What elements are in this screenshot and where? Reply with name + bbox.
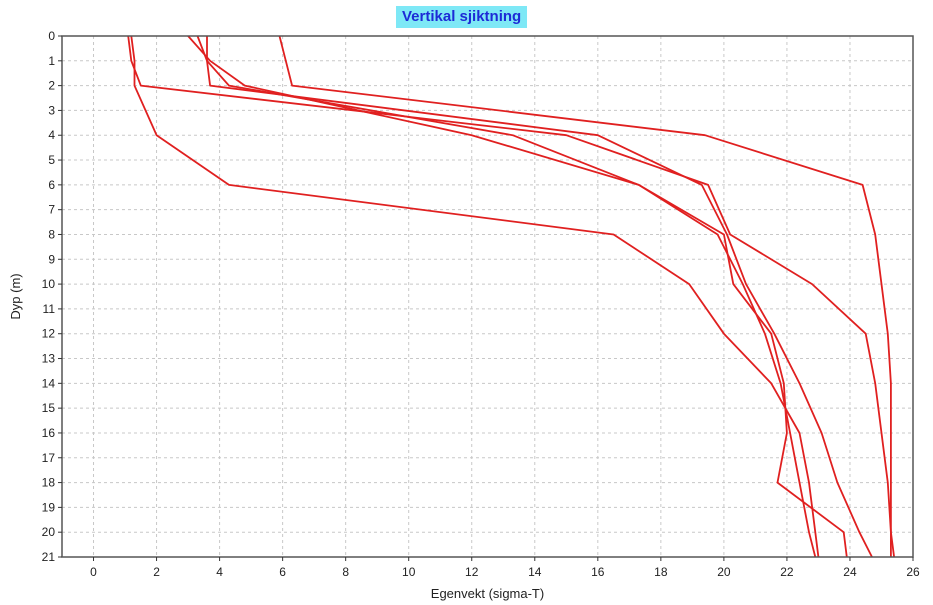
y-tick-label: 18 (42, 476, 56, 490)
y-tick-label: 7 (48, 203, 55, 217)
y-tick-label: 8 (48, 227, 55, 241)
chart-title: Vertikal sjiktning (396, 6, 528, 28)
y-tick-label: 1 (48, 54, 55, 68)
y-tick-label: 21 (42, 550, 56, 564)
y-tick-label: 19 (42, 500, 56, 514)
y-tick-label: 16 (42, 426, 56, 440)
series-line-1 (130, 35, 820, 558)
x-tick-label: 10 (402, 565, 416, 579)
x-tick-label: 24 (843, 565, 857, 579)
x-tick-label: 18 (654, 565, 668, 579)
y-tick-label: 12 (42, 327, 56, 341)
series-line-2 (127, 35, 895, 558)
y-tick-label: 10 (42, 277, 56, 291)
y-tick-label: 20 (42, 525, 56, 539)
x-tick-label: 22 (780, 565, 794, 579)
y-axis-label: Dyp (m) (8, 273, 23, 319)
x-tick-label: 4 (216, 565, 223, 579)
y-tick-label: 9 (48, 252, 55, 266)
y-tick-label: 13 (42, 352, 56, 366)
x-tick-label: 26 (906, 565, 920, 579)
x-tick-label: 16 (591, 565, 605, 579)
grid (62, 35, 914, 558)
y-tick-label: 15 (42, 401, 56, 415)
x-tick-label: 20 (717, 565, 731, 579)
series-line-3 (187, 35, 817, 558)
x-axis-ticks: 0 2 4 6 8 10 12 14 16 18 20 22 24 26 (90, 557, 920, 579)
series-line-5 (278, 35, 892, 557)
y-tick-label: 4 (48, 128, 55, 142)
x-tick-label: 8 (342, 565, 349, 579)
y-tick-label: 11 (43, 302, 56, 316)
y-tick-label: 2 (48, 79, 55, 93)
y-tick-label: 3 (48, 103, 55, 117)
plot-area-border (61, 35, 914, 558)
y-tick-label: 6 (48, 178, 55, 192)
x-tick-label: 0 (90, 565, 97, 579)
y-tick-label: 5 (48, 153, 55, 167)
x-tick-label: 2 (153, 565, 160, 579)
x-axis-label: Egenvekt (sigma-T) (431, 586, 544, 601)
series-line-6 (196, 35, 848, 558)
y-tick-label: 17 (42, 451, 56, 465)
series-line-4 (206, 36, 873, 558)
x-tick-label: 6 (279, 565, 286, 579)
x-tick-label: 14 (528, 565, 542, 579)
series-lines (127, 35, 895, 558)
y-tick-label: 0 (48, 29, 55, 43)
x-tick-label: 12 (465, 565, 479, 579)
y-tick-label: 14 (42, 376, 56, 390)
